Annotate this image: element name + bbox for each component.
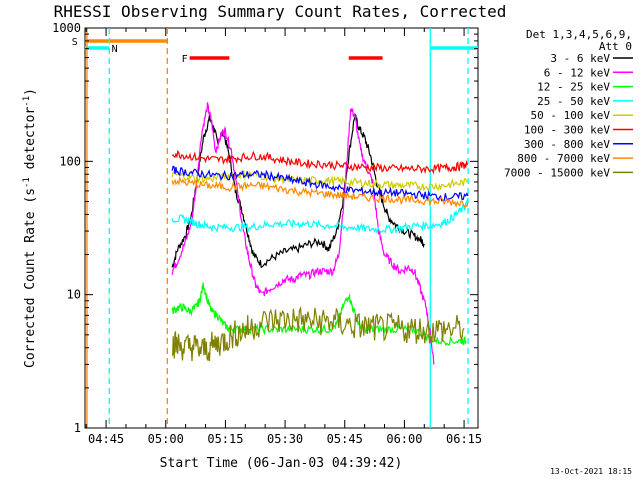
series-line [171, 102, 435, 365]
y-tick-label: 1 [74, 421, 81, 435]
legend-header-line1: Det 1,3,4,5,6,9, [526, 28, 632, 41]
chart-title: RHESSI Observing Summary Count Rates, Co… [54, 2, 507, 21]
x-tick-label: 05:30 [267, 432, 303, 446]
legend-item-label: 12 - 25 keV [537, 81, 610, 94]
x-tick-label: 06:00 [386, 432, 422, 446]
y-tick-label: 10 [67, 288, 81, 302]
x-tick-label: 05:45 [327, 432, 363, 446]
legend-item-label: 25 - 50 keV [537, 95, 610, 108]
vertical-markers [86, 28, 469, 428]
x-tick-label: 05:00 [148, 432, 184, 446]
flag-bars: S N F [72, 37, 478, 65]
legend-item-label: 3 - 6 keV [550, 52, 610, 65]
x-axis-label: Start Time (06-Jan-03 04:39:42) [160, 456, 403, 471]
x-tick-label: 06:15 [446, 432, 482, 446]
series-line [171, 175, 469, 209]
series-line [171, 149, 469, 175]
flag-label: N [112, 44, 118, 55]
legend-header-line2: Att 0 [599, 40, 632, 53]
x-axis-ticks: 04:45 05:00 05:15 05:30 05:45 06:00 06:15 [85, 28, 482, 446]
legend-item-label: 800 - 7000 keV [517, 152, 610, 165]
y-tick-label: 100 [59, 154, 81, 168]
plot-area: SNF 04:45 05:00 05:15 05:30 05:45 06:00 06:15 … [52, 21, 482, 446]
legend-item-label: 50 - 100 keV [531, 109, 611, 122]
y-axis-ticks: 1 10 100 1000 [52, 21, 478, 435]
y-tick-label: 1000 [52, 21, 81, 35]
flag-label: F [182, 54, 188, 65]
y-axis-label: Corrected Count Rate (s-1 detector-1) [22, 88, 38, 368]
legend-item-label: 300 - 800 keV [524, 138, 610, 151]
x-tick-label: 04:45 [88, 432, 124, 446]
plot-frame [84, 27, 479, 429]
footer-date: 13-Oct-2021 18:15 [550, 467, 632, 476]
legend-item-label: 100 - 300 keV [524, 124, 610, 137]
series-line [171, 168, 469, 192]
flag-label: S [72, 37, 78, 48]
series-line [171, 165, 469, 202]
x-tick-label: 05:15 [207, 432, 243, 446]
legend-item-label: 6 - 12 keV [544, 66, 611, 79]
legend-item-label: 7000 - 15000 keV [504, 166, 610, 179]
series-line [171, 305, 465, 362]
series-line [171, 198, 469, 235]
series-lines [171, 102, 469, 365]
